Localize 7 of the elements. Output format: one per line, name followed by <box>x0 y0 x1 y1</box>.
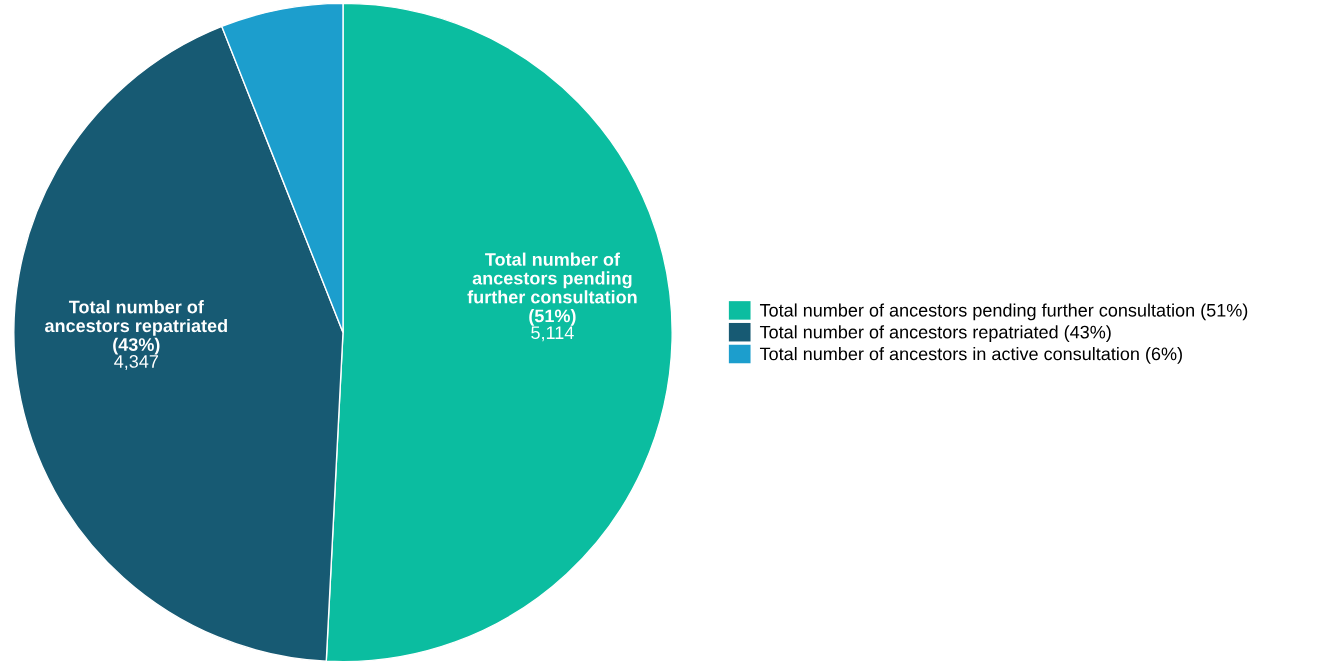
legend-label: Total number of ancestors in active consultation (6%) <box>759 347 1182 364</box>
slice-label: Total number of ancestors repatriated (43%) <box>45 300 227 355</box>
legend-label: Total number of ancestors repatriated (43%) <box>759 325 1111 343</box>
legend-label: Total number of ancestors pending further consultation (51%) <box>759 303 1248 321</box>
data-label: 5,114 <box>531 326 574 342</box>
slice-label: Total number of ancestors pending further consultation (51%) <box>467 252 637 326</box>
data-label: 4,347 <box>114 355 158 370</box>
